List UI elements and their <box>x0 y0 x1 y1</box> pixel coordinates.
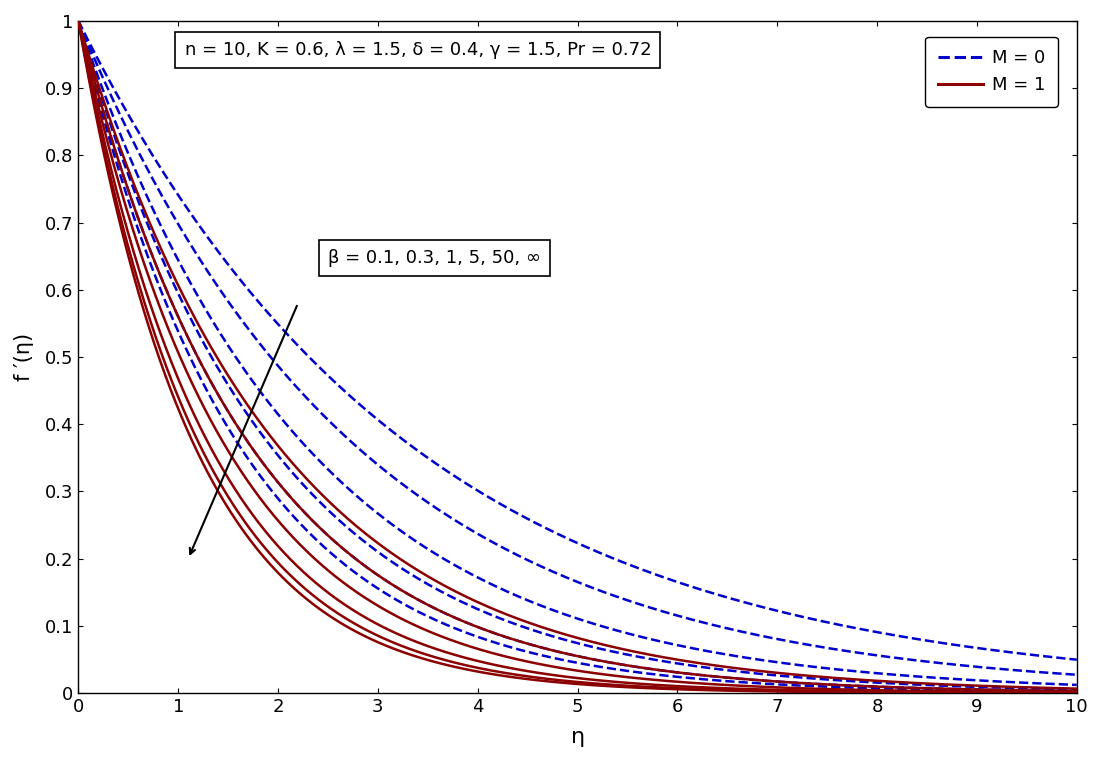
X-axis label: η: η <box>571 727 585 747</box>
Text: n = 10, K = 0.6, λ = 1.5, δ = 0.4, γ = 1.5, Pr = 0.72: n = 10, K = 0.6, λ = 1.5, δ = 0.4, γ = 1… <box>184 41 651 59</box>
Text: β = 0.1, 0.3, 1, 5, 50, ∞: β = 0.1, 0.3, 1, 5, 50, ∞ <box>328 250 541 267</box>
Legend: M = 0, M = 1: M = 0, M = 1 <box>925 37 1058 107</box>
Y-axis label: f ′(η): f ′(η) <box>14 333 34 381</box>
